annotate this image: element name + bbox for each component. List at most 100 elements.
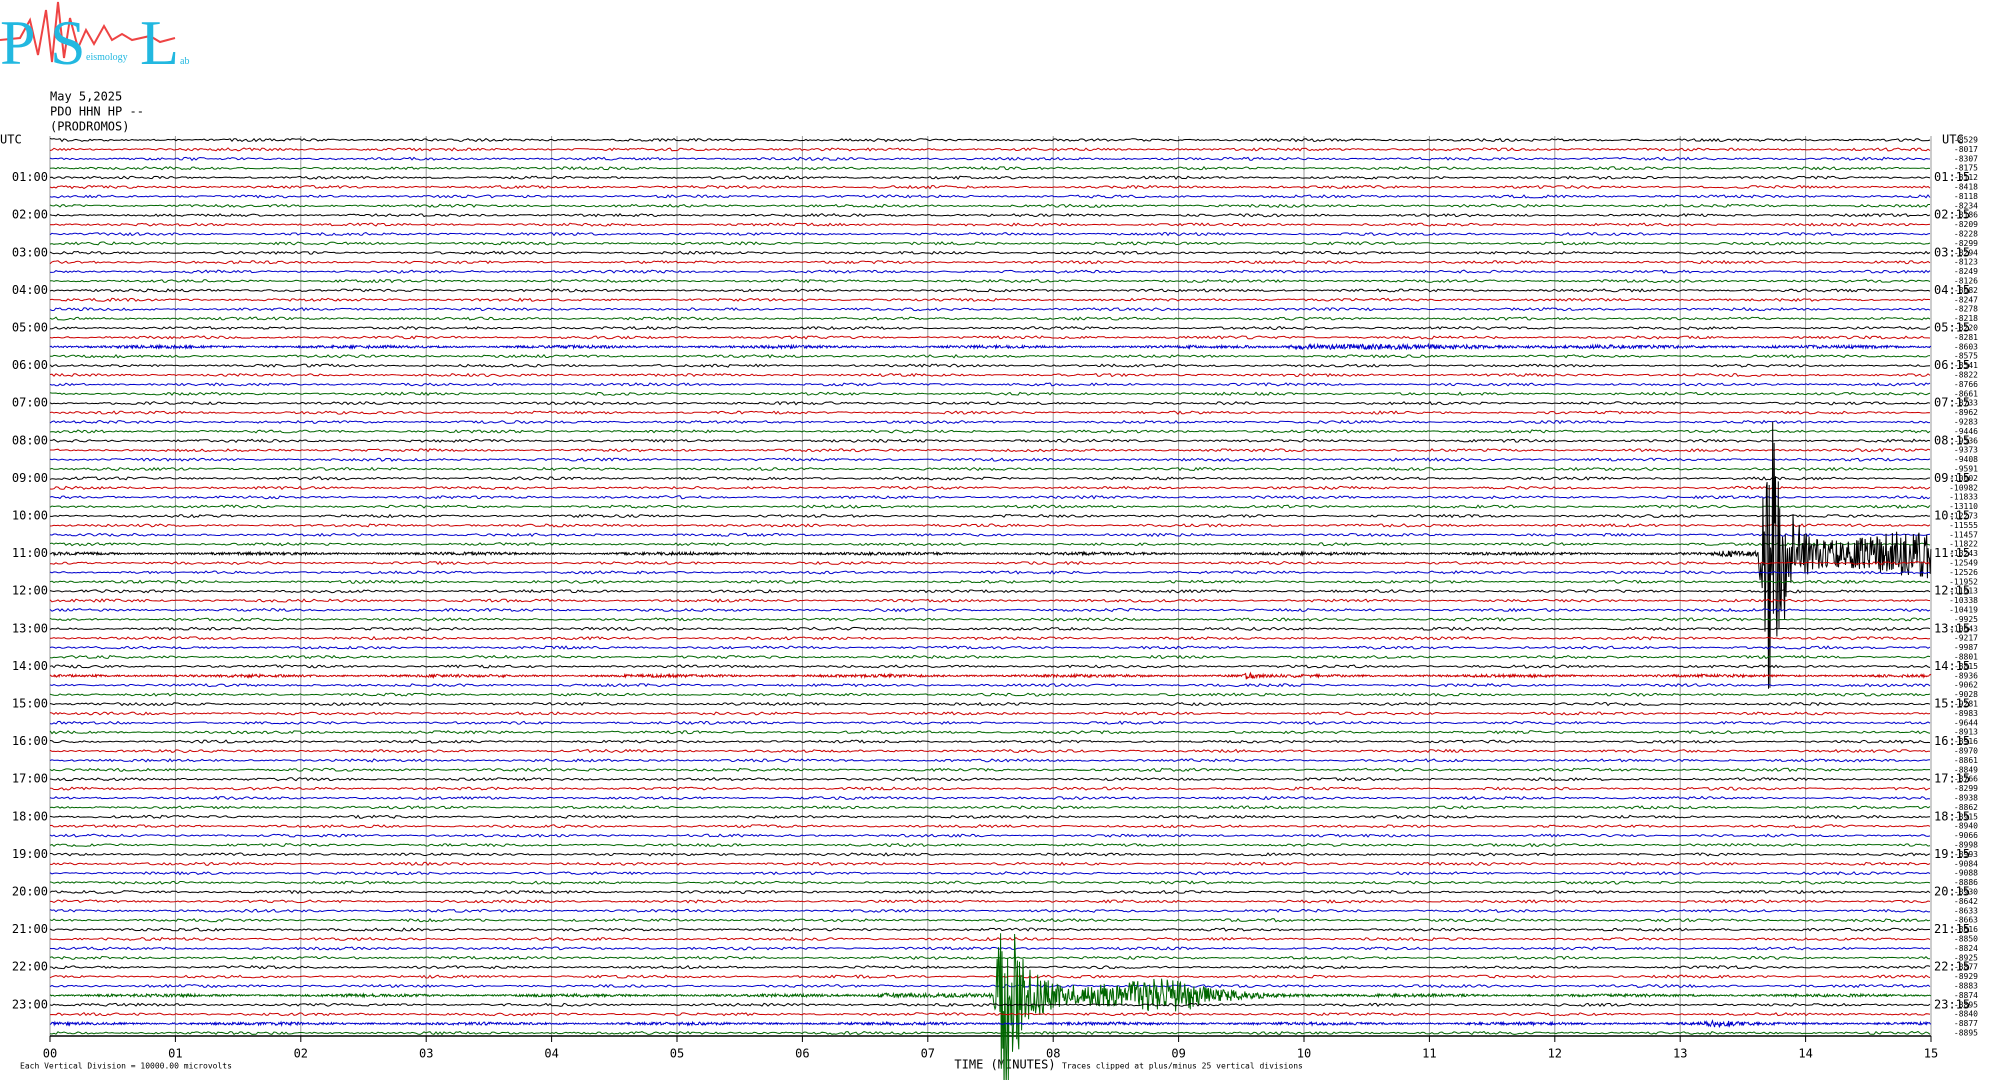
left-time-label: 06:00	[12, 358, 48, 372]
right-time-label: 07:15	[1934, 396, 1970, 410]
x-tick-label: 07	[921, 1047, 935, 1061]
trace	[49, 936, 1931, 942]
trace-label: -8126	[1954, 277, 1978, 286]
trace-label: -12526	[1949, 568, 1978, 577]
trace	[49, 671, 1932, 680]
right-time-label: 02:15	[1934, 208, 1970, 222]
trace	[49, 194, 1931, 199]
x-tick-label: 04	[544, 1047, 558, 1061]
trace-label: -8936	[1954, 671, 1978, 680]
trace-label: -8175	[1954, 164, 1978, 173]
right-time-label: 04:15	[1934, 283, 1970, 297]
trace-label: -8017	[1954, 145, 1978, 154]
right-time-label: 14:15	[1934, 659, 1970, 673]
trace	[49, 955, 1931, 960]
trace	[50, 448, 1931, 453]
trace-label: -8123	[1954, 258, 1978, 267]
trace	[49, 720, 1931, 726]
trace	[49, 786, 1931, 791]
trace	[49, 739, 1931, 744]
trace	[49, 795, 1931, 801]
left-time-label: 10:00	[12, 509, 48, 523]
trace-label: -8850	[1954, 935, 1978, 944]
trace	[49, 297, 1931, 303]
trace-label: -9217	[1954, 634, 1978, 643]
trace	[49, 335, 1931, 340]
trace-label: -13243	[1949, 549, 1978, 558]
trace	[49, 241, 1931, 246]
trace	[49, 598, 1931, 603]
trace	[49, 626, 1931, 632]
trace-label: -8840	[1954, 1010, 1978, 1019]
trace-label: -13110	[1949, 502, 1978, 511]
trace	[49, 504, 1931, 509]
trace	[49, 165, 1931, 171]
logo-letter: P	[0, 7, 36, 78]
trace-label: -9408	[1954, 455, 1978, 464]
trace	[49, 438, 1931, 444]
trace	[49, 288, 1931, 293]
trace-label: -12273	[1949, 512, 1978, 521]
trace-label: -8916	[1954, 737, 1978, 746]
trace-label: -8895	[1954, 1029, 1978, 1038]
trace	[49, 269, 1931, 274]
trace	[49, 899, 1931, 904]
trace-label: -8209	[1954, 220, 1978, 229]
right-time-label: 09:15	[1934, 471, 1970, 485]
left-time-label: 05:00	[12, 321, 48, 335]
x-tick-label: 14	[1798, 1047, 1812, 1061]
header-line: (PRODROMOS)	[50, 120, 129, 134]
trace-label: -10419	[1949, 606, 1978, 615]
trace	[49, 213, 1931, 218]
trace-label: -11457	[1949, 530, 1978, 539]
trace	[49, 701, 1931, 707]
left-time-label: UTC	[0, 133, 22, 147]
trace-label: -9084	[1954, 859, 1978, 868]
trace	[50, 560, 1931, 566]
trace-label: -8529	[1954, 136, 1978, 145]
trace	[49, 316, 1931, 321]
trace-label: -11833	[1949, 493, 1978, 502]
trace-label: -8938	[1954, 794, 1978, 803]
trace	[49, 974, 1931, 979]
trace	[49, 175, 1931, 180]
trace-label: -8766	[1954, 775, 1978, 784]
trace	[49, 842, 1931, 848]
right-time-label: 08:15	[1934, 433, 1970, 447]
footer-note: Each Vertical Division = 10000.00 microv…	[20, 1062, 232, 1071]
left-time-label: 03:00	[12, 245, 48, 259]
right-time-label: 22:15	[1934, 960, 1970, 974]
left-time-label: 19:00	[12, 847, 48, 861]
trace-label: -9373	[1954, 446, 1978, 455]
left-time-label: 12:00	[12, 584, 48, 598]
trace	[49, 1012, 1931, 1017]
trace	[49, 964, 1931, 970]
right-time-label: 01:15	[1934, 170, 1970, 184]
trace	[49, 457, 1931, 462]
trace	[49, 664, 1931, 669]
right-time-label: 03:15	[1934, 245, 1970, 259]
header-line: PDO HHN HP --	[50, 105, 144, 119]
x-tick-label: 06	[795, 1047, 809, 1061]
left-time-label: 17:00	[12, 772, 48, 786]
trace	[49, 184, 1931, 190]
footer-note: Traces clipped at plus/minus 25 vertical…	[1062, 1062, 1303, 1071]
trace-label: -8575	[1954, 352, 1978, 361]
left-time-label: 11:00	[12, 546, 48, 560]
x-axis-label: TIME (MINUTES)	[954, 1058, 1055, 1072]
trace	[49, 777, 1931, 782]
right-time-label: 12:15	[1934, 584, 1970, 598]
trace-label: -8218	[1954, 314, 1978, 323]
trace-label: -11013	[1949, 587, 1978, 596]
trace	[49, 342, 1932, 351]
left-time-label: 22:00	[12, 960, 48, 974]
trace-label: -11952	[1949, 577, 1978, 586]
x-tick-label: 10	[1297, 1047, 1311, 1061]
trace-label: -10338	[1949, 596, 1978, 605]
trace-label: -10982	[1949, 483, 1978, 492]
trace	[49, 683, 1931, 688]
left-time-label: 09:00	[12, 471, 48, 485]
left-time-label: 18:00	[12, 809, 48, 823]
trace-label: -8861	[1954, 756, 1978, 765]
